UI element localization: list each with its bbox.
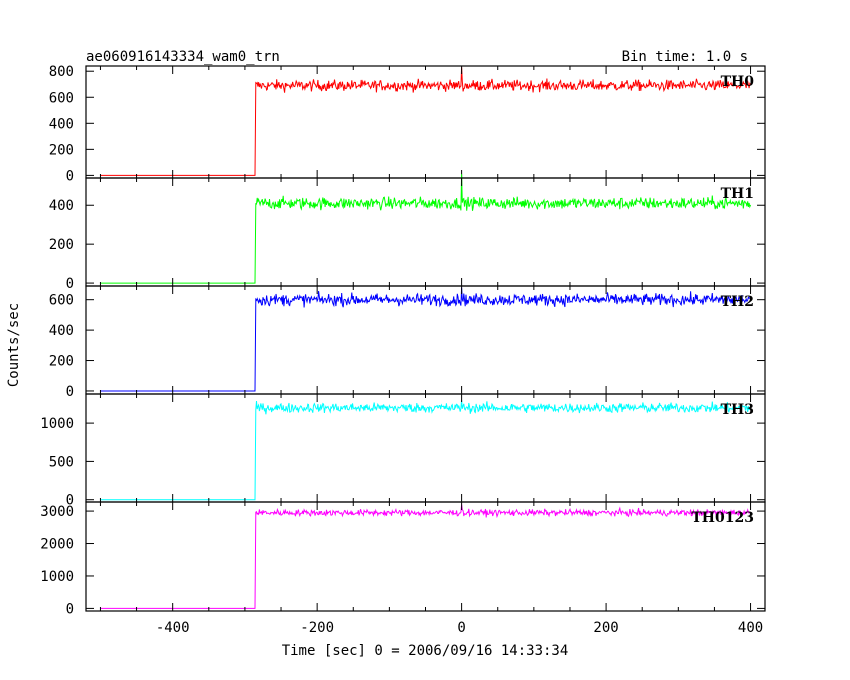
y-tick-label: 500 [49, 454, 74, 470]
series-line-th1 [100, 174, 752, 284]
series-line-th0 [100, 67, 752, 176]
x-tick-label: 200 [593, 620, 618, 636]
panel-frame-th2 [85, 285, 766, 395]
panel-frame-th1 [85, 177, 766, 287]
y-tick-label: 0 [66, 276, 74, 292]
series-label-th0: TH0 [721, 74, 755, 90]
y-tick-label: 0 [66, 601, 74, 617]
panels-group: 0 200 400 600 800 TH0 0 200 400 TH1 0 200 400 600 TH2 0… [40, 64, 766, 636]
y-tick-label: 0 [66, 168, 74, 184]
x-axis-label: Time [sec] 0 = 2006/09/16 14:33:34 [282, 643, 569, 659]
y-tick-label: 400 [49, 323, 74, 339]
x-tick-label: -200 [300, 620, 334, 636]
panel-frame-th0 [85, 65, 766, 179]
y-tick-label: 600 [49, 90, 74, 106]
y-tick-label: 200 [49, 237, 74, 253]
series-label-th2: TH2 [721, 294, 754, 310]
series-label-th1: TH1 [721, 186, 754, 202]
y-axis-label: Counts/sec [6, 303, 22, 387]
x-tick-label: -400 [156, 620, 190, 636]
series-label-th3: TH3 [721, 402, 754, 418]
x-tick-label: 400 [738, 620, 763, 636]
bin-time-label: Bin time: 1.0 s [622, 49, 748, 65]
y-tick-label: 1000 [40, 569, 74, 585]
y-tick-label: 200 [49, 354, 74, 370]
y-tick-label: 600 [49, 293, 74, 309]
series-label-th0123: TH0123 [691, 510, 754, 526]
x-tick-label: 0 [457, 620, 465, 636]
series-line-th2 [100, 287, 752, 392]
y-tick-label: 800 [49, 64, 74, 80]
y-tick-label: 2000 [40, 537, 74, 553]
series-line-th3 [100, 400, 752, 501]
y-tick-label: 400 [49, 198, 74, 214]
y-tick-label: 3000 [40, 504, 74, 520]
y-tick-label: 0 [66, 384, 74, 400]
y-tick-label: 400 [49, 116, 74, 132]
y-tick-label: 1000 [40, 416, 74, 432]
chart-title: ae060916143334_wam0_trn [86, 49, 280, 65]
y-tick-label: 200 [49, 142, 74, 158]
y-tick-label: 0 [66, 493, 74, 509]
panel-frame-th0123 [85, 501, 766, 612]
series-line-th0123 [100, 504, 752, 609]
